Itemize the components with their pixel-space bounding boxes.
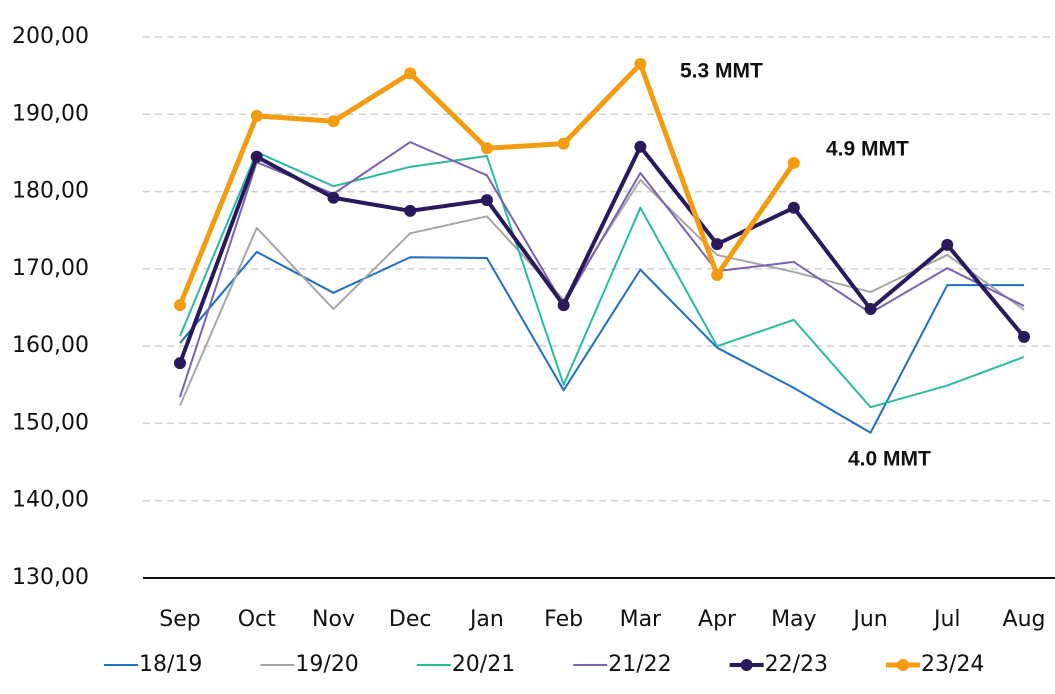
- marker: [174, 357, 186, 370]
- series-line: [179, 141, 1025, 398]
- marker: [250, 150, 263, 163]
- marker: [480, 194, 493, 207]
- legend-label: 22/23: [765, 652, 828, 677]
- marker: [480, 142, 493, 155]
- y-tick-label: 130,00: [12, 565, 89, 590]
- legend-marker: [897, 659, 910, 671]
- x-tick-label: Jul: [932, 607, 961, 632]
- legend-label: 19/20: [295, 652, 358, 677]
- marker: [787, 201, 800, 214]
- marker: [557, 299, 570, 312]
- x-tick-label: Nov: [312, 607, 355, 632]
- y-tick-label: 170,00: [12, 256, 89, 281]
- series-line: [178, 144, 1026, 364]
- x-tick-label: Sep: [159, 607, 200, 632]
- y-tick-label: 190,00: [12, 101, 89, 126]
- y-tick-label: 160,00: [12, 333, 89, 358]
- y-tick-label: 150,00: [12, 410, 89, 435]
- y-tick-label: 140,00: [12, 488, 89, 513]
- x-tick-label: Dec: [389, 607, 432, 632]
- x-tick-label: Jan: [468, 607, 504, 632]
- marker: [327, 191, 340, 204]
- marker: [634, 58, 647, 71]
- legend-label: 21/22: [608, 652, 671, 677]
- x-tick-label: Feb: [544, 607, 583, 632]
- x-tick-label: May: [771, 607, 816, 632]
- x-tick-label: Oct: [238, 607, 276, 632]
- marker: [404, 204, 417, 217]
- marker: [174, 299, 186, 312]
- marker: [711, 238, 724, 251]
- marker: [787, 156, 800, 169]
- x-tick-label: Jun: [851, 607, 887, 632]
- marker: [941, 238, 954, 251]
- marker: [404, 67, 417, 80]
- annotation: 4.9 MMT: [826, 138, 909, 161]
- x-tick-label: Aug: [1003, 607, 1046, 632]
- series-line: [179, 151, 1025, 409]
- marker: [327, 115, 340, 128]
- series-line: [179, 250, 1024, 434]
- x-tick-label: Mar: [620, 607, 662, 632]
- marker: [1018, 330, 1030, 343]
- legend-label: 23/24: [921, 652, 984, 677]
- marker: [250, 109, 263, 122]
- legend-label: 18/19: [139, 652, 202, 677]
- series-line: [179, 178, 1025, 407]
- marker: [557, 137, 570, 150]
- annotation: 4.0 MMT: [848, 448, 931, 471]
- annotation: 5.3 MMT: [680, 60, 763, 83]
- marker: [864, 303, 877, 316]
- x-tick-label: Apr: [698, 607, 737, 632]
- legend-marker: [740, 659, 753, 671]
- y-tick-label: 180,00: [12, 179, 89, 204]
- y-tick-label: 200,00: [12, 24, 89, 49]
- marker: [711, 269, 724, 282]
- marker: [634, 140, 647, 153]
- legend-label: 20/21: [452, 652, 515, 677]
